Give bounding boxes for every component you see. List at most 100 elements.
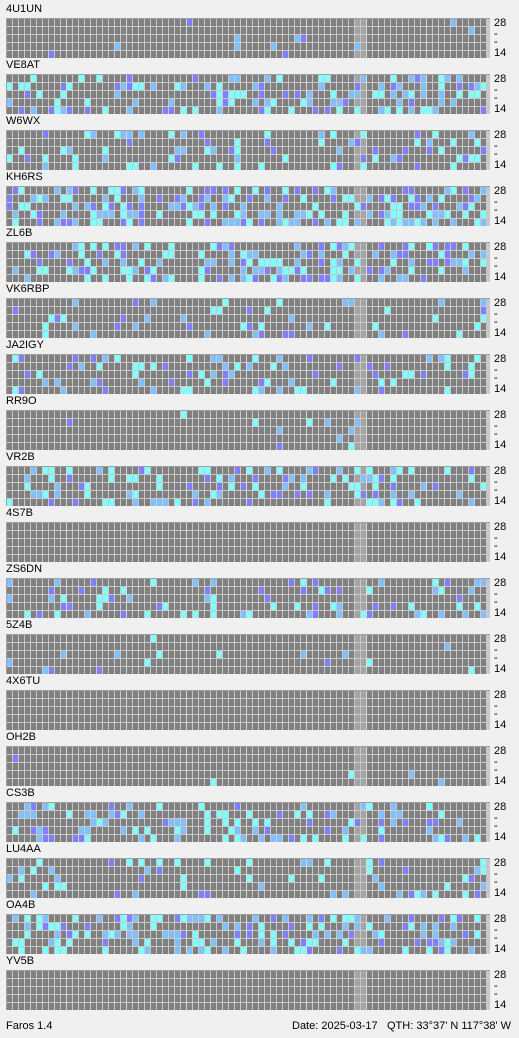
time-band-cell: [73, 243, 78, 250]
time-band-cell: [181, 651, 186, 658]
time-band-cell: [13, 691, 18, 698]
time-band-cell: [247, 483, 252, 490]
time-band-cell: [43, 579, 48, 586]
time-band-cell: [445, 611, 450, 618]
propagation-grid[interactable]: [6, 242, 490, 283]
time-band-cell: [295, 19, 300, 26]
time-band-cell: [265, 579, 270, 586]
propagation-grid[interactable]: [6, 690, 490, 731]
time-band-cell: [253, 443, 258, 450]
time-band-cell: [157, 331, 162, 338]
time-band-cell: [13, 131, 18, 138]
time-band-cell: [217, 187, 222, 194]
time-band-cell: [337, 43, 342, 50]
hour-separator: [426, 299, 427, 339]
time-band-cell: [169, 435, 174, 442]
time-band-cell: [331, 411, 336, 418]
time-band-cell: [139, 267, 144, 274]
time-band-cell: [343, 259, 348, 266]
time-band-cell: [175, 163, 180, 170]
time-band-cell: [181, 267, 186, 274]
time-band-cell: [277, 363, 282, 370]
propagation-grid[interactable]: [6, 634, 490, 675]
time-band-cell: [79, 43, 84, 50]
time-band-cell: [115, 219, 120, 226]
propagation-grid[interactable]: [6, 466, 490, 507]
time-band-cell: [469, 595, 474, 602]
propagation-grid[interactable]: [6, 18, 490, 59]
time-band-cell: [415, 587, 420, 594]
time-band-cell: [133, 355, 138, 362]
time-band-cell: [307, 91, 312, 98]
time-band-cell: [289, 379, 294, 386]
propagation-grid[interactable]: [6, 130, 490, 171]
time-band-cell: [403, 211, 408, 218]
time-band-cell: [37, 19, 42, 26]
time-band-cell: [121, 547, 126, 554]
time-band-cell: [73, 659, 78, 666]
time-band-cell: [475, 259, 480, 266]
time-band-cell: [253, 355, 258, 362]
time-band-cell: [403, 275, 408, 282]
time-band-cell: [337, 131, 342, 138]
time-band-cell: [85, 539, 90, 546]
time-band-cell: [49, 475, 54, 482]
time-band-cell: [361, 315, 366, 322]
propagation-grid[interactable]: [6, 74, 490, 115]
time-band-cell: [115, 475, 120, 482]
time-band-cell: [265, 387, 270, 394]
time-band-cell: [265, 539, 270, 546]
propagation-grid[interactable]: [6, 354, 490, 395]
propagation-grid[interactable]: [6, 410, 490, 451]
time-band-cell: [229, 547, 234, 554]
time-band-cell: [397, 531, 402, 538]
time-band-cell: [169, 475, 174, 482]
time-band-cell: [253, 91, 258, 98]
time-band-cell: [397, 315, 402, 322]
time-band-cell: [481, 203, 486, 210]
time-band-cell: [301, 251, 306, 258]
propagation-grid[interactable]: [6, 578, 490, 619]
time-band-cell: [433, 155, 438, 162]
time-band-cell: [409, 643, 414, 650]
time-band-cell: [265, 275, 270, 282]
time-band-cell: [151, 99, 156, 106]
time-band-cell: [403, 331, 408, 338]
time-band-cell: [109, 43, 114, 50]
time-band-cell: [85, 323, 90, 330]
time-band-cell: [139, 659, 144, 666]
hour-separator: [306, 131, 307, 171]
time-band-cell: [301, 267, 306, 274]
time-band-cell: [439, 371, 444, 378]
time-band-cell: [307, 203, 312, 210]
time-band-cell: [193, 75, 198, 82]
time-band-cell: [157, 419, 162, 426]
time-band-cell: [289, 99, 294, 106]
propagation-grid[interactable]: [6, 298, 490, 339]
time-band-cell: [31, 83, 36, 90]
time-band-cell: [349, 363, 354, 370]
time-band-cell: [373, 323, 378, 330]
time-band-cell: [7, 35, 12, 42]
time-band-cell: [109, 475, 114, 482]
time-band-cell: [253, 411, 258, 418]
propagation-grid[interactable]: [6, 186, 490, 227]
time-band-cell: [355, 667, 360, 674]
time-band-cell: [91, 555, 96, 562]
time-band-cell: [409, 387, 414, 394]
time-band-cell: [307, 315, 312, 322]
time-band-cell: [109, 219, 114, 226]
time-band-cell: [37, 307, 42, 314]
time-band-cell: [133, 603, 138, 610]
propagation-grid[interactable]: [6, 522, 490, 563]
time-band-cell: [427, 435, 432, 442]
time-band-cell: [133, 483, 138, 490]
time-band-cell: [115, 547, 120, 554]
time-band-cell: [61, 267, 66, 274]
time-band-cell: [157, 219, 162, 226]
time-band-cell: [355, 579, 360, 586]
time-band-cell: [457, 651, 462, 658]
time-band-cell: [187, 323, 192, 330]
time-band-cell: [127, 83, 132, 90]
time-band-cell: [259, 411, 264, 418]
